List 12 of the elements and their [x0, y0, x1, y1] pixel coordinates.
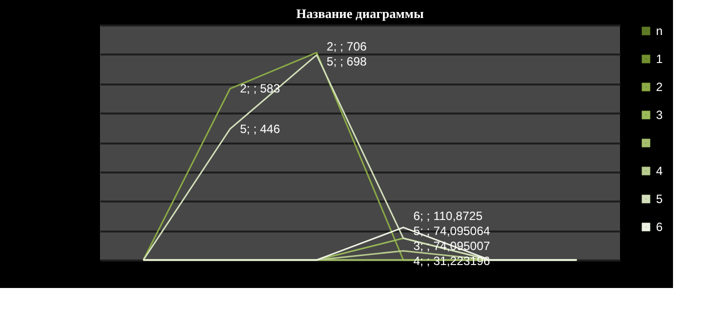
data-label: 5; ; 698 — [326, 54, 368, 68]
legend-label: 5 — [656, 192, 663, 206]
legend-label: 3 — [656, 108, 663, 122]
chart-title: Название диаграммы — [296, 6, 424, 21]
data-label: 6; ; 110,8725 — [413, 209, 483, 224]
data-label: 5; ; 446 — [240, 122, 280, 136]
legend-label: 6 — [656, 220, 663, 234]
legend-label: 1 — [656, 52, 663, 66]
legend-label: 2 — [656, 80, 663, 94]
legend-label: n — [656, 24, 663, 38]
data-label: 2; ; 706 — [326, 39, 368, 54]
legend-label: 4 — [656, 164, 663, 178]
